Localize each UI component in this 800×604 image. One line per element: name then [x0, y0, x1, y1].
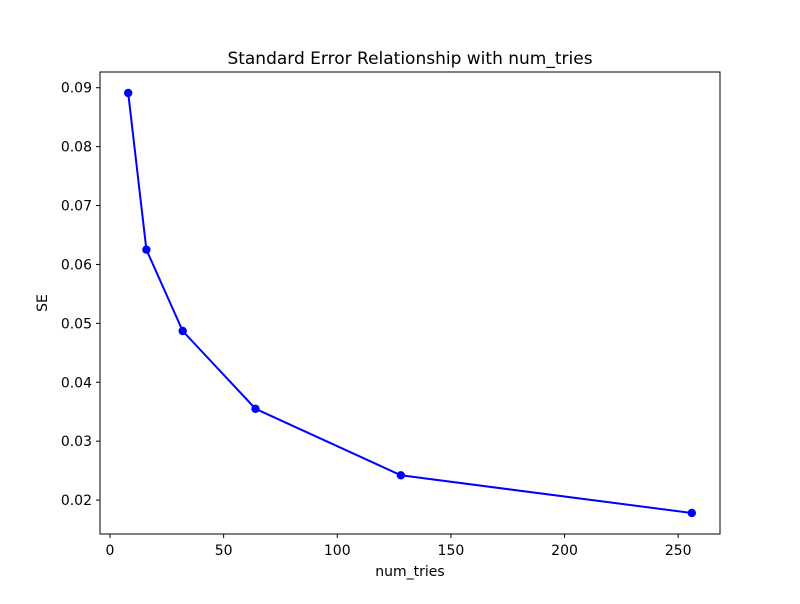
- data-point: [251, 404, 260, 413]
- x-tick-label: 50: [215, 543, 233, 559]
- x-tick-label: 0: [106, 543, 115, 559]
- data-point: [142, 245, 151, 254]
- x-tick-label: 150: [438, 543, 465, 559]
- y-tick-label: 0.06: [61, 257, 92, 273]
- y-tick-label: 0.07: [61, 199, 92, 215]
- y-tick-label: 0.03: [61, 434, 92, 450]
- y-tick-label: 0.04: [61, 375, 92, 391]
- data-point: [178, 326, 187, 336]
- y-tick-label: 0.09: [61, 81, 92, 97]
- axes-spines: [99, 71, 721, 535]
- data-line: [127, 92, 693, 514]
- data-point: [687, 508, 696, 518]
- y-tick-label: 0.05: [61, 316, 92, 332]
- plot-area: 0 50 100 150 200 250 0.02 0.03 0.04 0.05 0.06 0.07 0…: [61, 71, 721, 559]
- y-axis-label: SE: [35, 294, 51, 312]
- chart-title: Standard Error Relationship with num_tri…: [227, 49, 592, 69]
- y-tick-label: 0.08: [61, 140, 92, 156]
- x-tick-label: 200: [551, 543, 578, 559]
- x-tick-label: 250: [665, 543, 692, 559]
- y-tick-label: 0.02: [61, 493, 92, 509]
- x-tick-label: 100: [324, 543, 351, 559]
- data-point: [124, 88, 133, 98]
- data-point: [396, 471, 406, 480]
- x-axis-label: num_tries: [375, 564, 444, 580]
